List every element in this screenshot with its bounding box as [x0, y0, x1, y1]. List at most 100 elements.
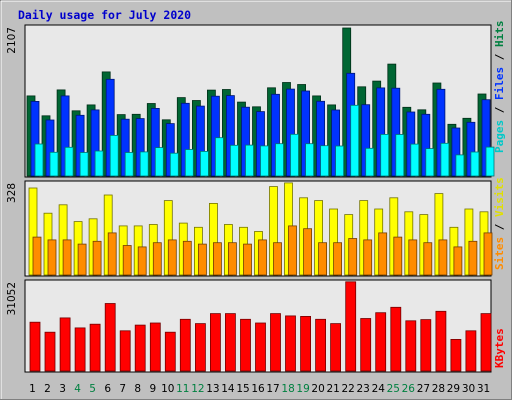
legend-text: Sites [493, 237, 506, 270]
x-tick-label: 19 [296, 383, 309, 395]
x-tick-label: 7 [119, 383, 126, 395]
bar-kbytes-day-5 [89, 323, 101, 372]
bar-kbytes-day-27 [420, 319, 432, 372]
bar-pages-day-6 [109, 134, 119, 177]
x-tick-label: 24 [372, 383, 386, 395]
bar-pages-day-1 [34, 143, 44, 177]
series-pages [34, 104, 495, 177]
bar-kbytes-day-29 [450, 338, 462, 372]
x-tick-label: 4 [74, 383, 81, 395]
x-tick-label: 30 [462, 383, 475, 395]
bar-kbytes-day-22 [345, 281, 357, 372]
x-tick-label: 13 [206, 383, 219, 395]
bar-pages-day-24 [380, 133, 390, 177]
bar-kbytes-day-2 [44, 331, 56, 372]
bar-sites-day-7 [122, 245, 132, 276]
series-files [30, 72, 491, 177]
bar-sites-day-13 [212, 242, 222, 276]
bar-sites-day-6 [107, 232, 117, 276]
x-tick-label: 22 [342, 383, 355, 395]
bar-pages-day-12 [199, 150, 209, 177]
bar-sites-day-18 [288, 225, 297, 276]
bar-kbytes-day-17 [270, 313, 281, 372]
bar-sites-day-22 [348, 238, 358, 276]
x-tick-label: 21 [327, 383, 340, 395]
bar-pages-day-21 [335, 145, 345, 177]
x-tick-label: 12 [191, 383, 204, 395]
bar-sites-day-30 [468, 240, 478, 276]
x-tick-label: 3 [59, 383, 66, 395]
bar-kbytes-day-7 [119, 330, 131, 372]
x-tick-label: 5 [89, 383, 96, 395]
bar-sites-day-31 [483, 232, 493, 276]
bar-sites-day-10 [167, 239, 177, 276]
bar-pages-day-27 [425, 148, 435, 177]
bar-kbytes-day-21 [330, 323, 342, 372]
bar-kbytes-day-3 [59, 317, 71, 372]
x-tick-label: 31 [477, 383, 490, 395]
bar-kbytes-day-25 [390, 306, 402, 372]
bar-kbytes-day-4 [74, 327, 86, 372]
bar-sites-day-28 [438, 239, 448, 276]
bar-pages-day-18 [290, 133, 299, 177]
bar-kbytes-day-30 [465, 330, 477, 372]
panel-max-label: 31052 [6, 282, 18, 315]
bar-pages-day-2 [49, 151, 59, 177]
bar-sites-day-24 [378, 232, 388, 276]
x-tick-label: 10 [161, 383, 174, 395]
bar-sites-day-14 [227, 242, 237, 276]
legend-text: / [493, 100, 506, 120]
legend-text: Hits [493, 21, 506, 48]
bar-pages-day-22 [350, 104, 360, 177]
x-tick-label: 16 [251, 383, 265, 395]
panel-legend: Pages / Files / Hits [493, 21, 506, 154]
bar-sites-day-12 [197, 243, 207, 276]
bar-sites-day-15 [243, 243, 252, 276]
bar-pages-day-28 [440, 142, 450, 177]
bar-sites-day-5 [92, 240, 102, 276]
bar-sites-day-23 [363, 239, 373, 276]
bar-pages-day-31 [485, 146, 495, 177]
x-tick-label: 17 [266, 383, 279, 395]
bar-sites-day-1 [32, 236, 42, 276]
x-tick-label: 6 [104, 383, 111, 395]
panel-top: 2107 Pages / Files / Hits [6, 21, 506, 178]
bar-sites-day-17 [273, 242, 282, 276]
panel-middle: 328 Sites / Visits [6, 177, 506, 277]
x-tick-label: 1 [29, 383, 36, 395]
x-tick-label: 14 [221, 383, 235, 395]
bar-sites-day-9 [152, 242, 162, 276]
x-axis-labels: 1 2 3 4 5 6 7 8 9 10 11 12 13 14 15 16 17 18 19 20 21 22 23 24 2… [29, 383, 490, 395]
bar-pages-day-16 [260, 145, 269, 177]
bar-kbytes-day-6 [104, 303, 116, 372]
bar-sites-day-8 [137, 246, 147, 276]
panel-bottom: 31052 KBytes [6, 279, 506, 373]
bar-pages-day-15 [245, 144, 254, 177]
bar-sites-day-19 [303, 228, 313, 276]
bar-kbytes-day-14 [224, 313, 236, 372]
x-tick-label: 15 [236, 383, 249, 395]
bar-kbytes-day-31 [480, 313, 492, 372]
chart-title: Daily usage for July 2020 [18, 8, 191, 22]
bar-pages-day-30 [470, 151, 480, 177]
bar-kbytes-day-18 [285, 315, 296, 372]
legend-text: Files [493, 67, 506, 100]
bar-pages-day-29 [455, 154, 465, 177]
x-tick-label: 29 [447, 383, 460, 395]
panel-max-label: 328 [6, 183, 18, 203]
bar-sites-day-2 [47, 239, 57, 276]
panel-max-label: 2107 [6, 27, 18, 54]
x-tick-label: 25 [387, 383, 400, 395]
x-tick-label: 27 [417, 383, 430, 395]
bar-kbytes-day-9 [149, 322, 161, 372]
bar-kbytes-day-23 [360, 318, 372, 372]
x-tick-label: 11 [176, 383, 189, 395]
x-tick-label: 26 [402, 383, 416, 395]
x-tick-label: 2 [44, 383, 51, 395]
bar-kbytes-day-28 [435, 310, 447, 372]
x-tick-label: 18 [281, 383, 294, 395]
legend-text: Pages [493, 120, 506, 153]
bar-kbytes-day-16 [255, 322, 266, 372]
x-tick-label: 8 [134, 383, 141, 395]
bar-kbytes-day-20 [315, 318, 327, 372]
